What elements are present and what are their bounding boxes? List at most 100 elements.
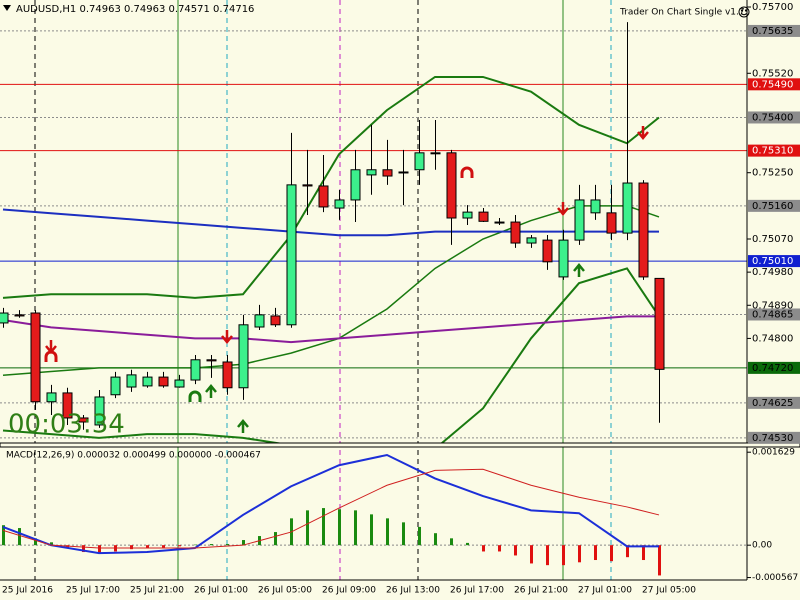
candle-body bbox=[46, 392, 57, 403]
candle-body bbox=[382, 169, 393, 177]
x-tick-label: 26 Jul 09:00 bbox=[322, 586, 376, 596]
histogram-bar bbox=[370, 514, 373, 546]
x-tick-label: 25 Jul 17:00 bbox=[66, 586, 120, 596]
histogram-bar bbox=[626, 545, 629, 558]
candle-body bbox=[206, 359, 217, 362]
sell-arrow bbox=[557, 202, 569, 216]
histogram-bar bbox=[2, 525, 5, 546]
histogram-bar bbox=[434, 533, 437, 546]
indicator-line bbox=[2, 267, 660, 443]
candle-body bbox=[510, 221, 521, 244]
candle-body bbox=[190, 359, 201, 381]
y-tick-label: 0.00 bbox=[752, 541, 772, 551]
x-tick-label: 26 Jul 13:00 bbox=[386, 586, 440, 596]
histogram-bar bbox=[658, 545, 661, 576]
histogram-bar bbox=[130, 545, 133, 550]
level-label-box bbox=[748, 308, 800, 321]
candle-body bbox=[542, 239, 553, 263]
histogram-bar bbox=[482, 545, 485, 552]
buy-arrow bbox=[205, 384, 217, 398]
x-tick-label: 25 Jul 2016 bbox=[2, 586, 53, 596]
y-tick-label: 0.75700 bbox=[752, 2, 793, 13]
level-label-box bbox=[748, 255, 800, 268]
indicator-line bbox=[2, 315, 659, 344]
macd-title: MACD(12,26,9) 0.000032 0.000499 0.000000… bbox=[6, 451, 261, 461]
sell-signal bbox=[460, 166, 474, 178]
histogram-bar bbox=[594, 545, 597, 561]
x-tick-label: 26 Jul 21:00 bbox=[514, 586, 568, 596]
candle-body bbox=[494, 221, 505, 224]
histogram-bar bbox=[146, 545, 149, 549]
histogram-bar bbox=[338, 509, 341, 546]
x-tick-label: 25 Jul 21:00 bbox=[130, 586, 184, 596]
histogram-bar bbox=[194, 544, 197, 546]
level-label-box bbox=[748, 144, 800, 157]
y-tick-label: 0.74800 bbox=[752, 333, 793, 344]
histogram-bar bbox=[578, 545, 581, 563]
level-label-box bbox=[748, 396, 800, 409]
candle-body bbox=[222, 361, 233, 389]
level-label: 0.75310 bbox=[752, 146, 793, 157]
level-label: 0.75635 bbox=[752, 26, 793, 37]
y-tick-label: 0.74890 bbox=[752, 300, 793, 311]
level-label: 0.75490 bbox=[752, 79, 793, 90]
level-label-box bbox=[748, 78, 800, 91]
histogram-bar bbox=[546, 545, 549, 566]
candle-body bbox=[158, 376, 169, 387]
histogram-bar bbox=[322, 508, 325, 546]
bar-timer: 00:03:34 bbox=[8, 410, 125, 440]
buy-signal bbox=[188, 390, 202, 402]
histogram-bar bbox=[34, 538, 37, 546]
candle-body bbox=[414, 152, 425, 171]
smiley-icon bbox=[738, 6, 750, 18]
histogram-bar bbox=[82, 545, 85, 553]
candle-body bbox=[478, 211, 489, 222]
x-tick-label: 26 Jul 17:00 bbox=[450, 586, 504, 596]
level-label: 0.75160 bbox=[752, 201, 793, 212]
candle-body bbox=[30, 312, 41, 403]
level-label-box bbox=[748, 431, 800, 444]
histogram-bar bbox=[178, 545, 181, 547]
level-label-box bbox=[748, 24, 800, 37]
candle-body bbox=[110, 376, 121, 396]
histogram-bar bbox=[514, 545, 517, 556]
candle-body bbox=[14, 314, 25, 317]
level-label: 0.74530 bbox=[752, 433, 793, 444]
y-tick-label: 0.75070 bbox=[752, 234, 793, 245]
candle-body bbox=[254, 314, 265, 328]
histogram-bar bbox=[642, 545, 645, 561]
menu-icon[interactable] bbox=[3, 5, 11, 11]
histogram-bar bbox=[386, 518, 389, 546]
x-tick-label: 26 Jul 05:00 bbox=[258, 586, 312, 596]
candle-body bbox=[526, 237, 537, 244]
histogram-bar bbox=[530, 545, 533, 564]
histogram-bar bbox=[242, 540, 245, 546]
candle-body bbox=[638, 182, 649, 278]
candle-body bbox=[286, 184, 297, 326]
y-tick-label: 0.75520 bbox=[752, 68, 793, 79]
candle-body bbox=[654, 277, 665, 370]
x-tick-label: 27 Jul 01:00 bbox=[578, 586, 632, 596]
sell-signal bbox=[44, 350, 58, 362]
level-label: 0.74720 bbox=[752, 363, 793, 374]
y-tick-label: 0.75250 bbox=[752, 168, 793, 179]
histogram-bar bbox=[50, 542, 53, 546]
histogram-bar bbox=[498, 545, 501, 552]
y-tick-label: -0.000567 bbox=[752, 573, 798, 583]
axes bbox=[0, 0, 800, 581]
sell-arrow bbox=[221, 330, 233, 344]
candle-body bbox=[94, 396, 105, 426]
candle-body bbox=[334, 199, 345, 209]
candle-body bbox=[430, 152, 441, 155]
candle-body bbox=[606, 212, 617, 234]
histogram-bar bbox=[274, 532, 277, 546]
histogram-bar bbox=[450, 538, 453, 546]
indicator-line bbox=[2, 75, 660, 299]
candle-body bbox=[462, 211, 473, 219]
candle-body bbox=[350, 169, 361, 201]
level-label: 0.75010 bbox=[752, 256, 793, 267]
histogram-bar bbox=[162, 545, 165, 548]
candle-body bbox=[78, 417, 89, 423]
